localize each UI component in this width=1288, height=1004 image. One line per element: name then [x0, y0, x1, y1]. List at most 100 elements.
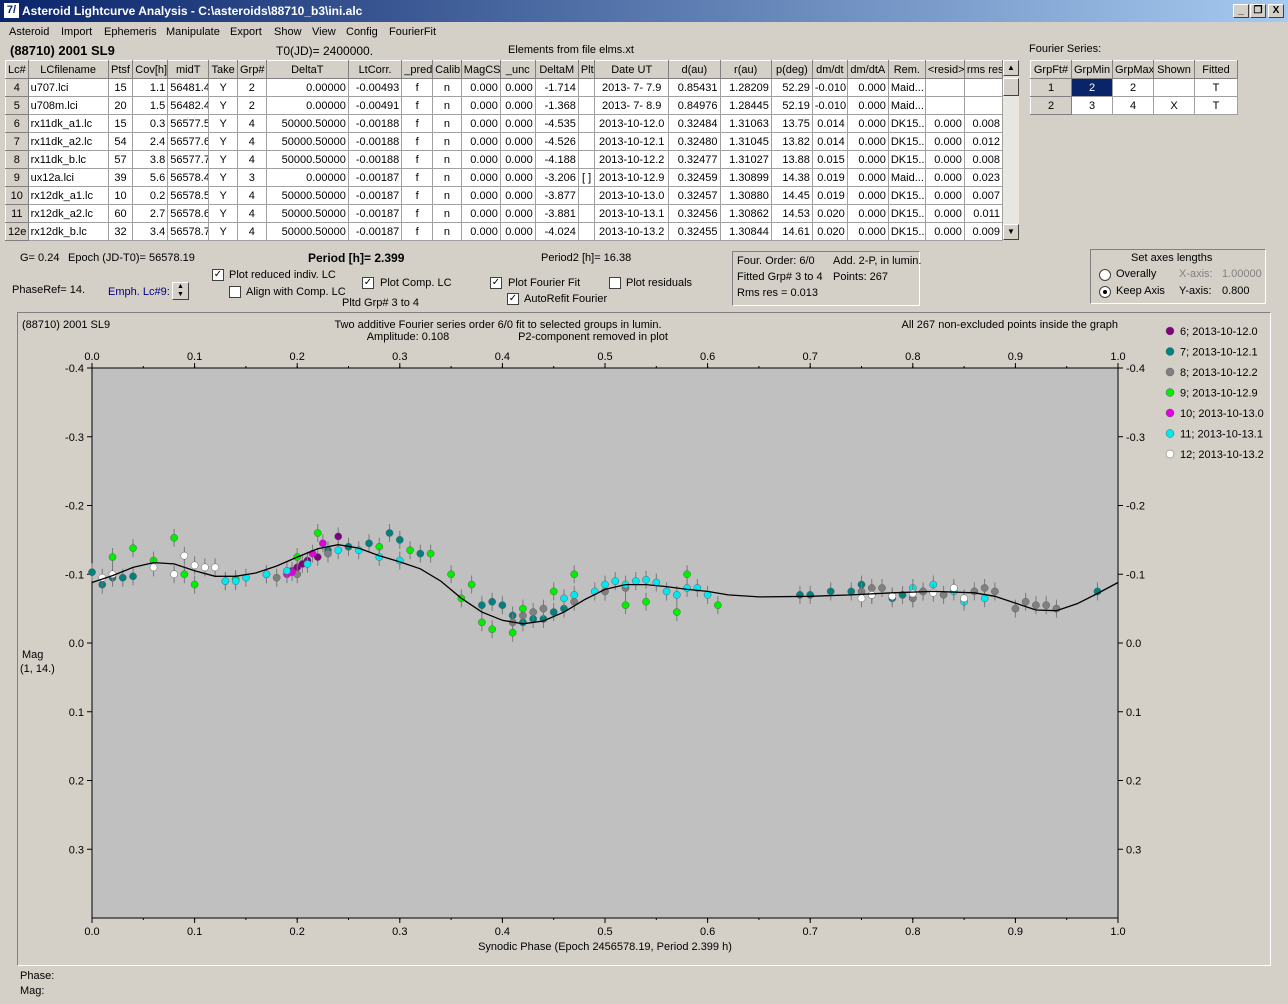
table-cell[interactable]: rx11dk_a2.lc [27, 132, 109, 151]
table-cell[interactable]: 0.008 [963, 150, 1004, 169]
table-cell[interactable]: 56578.5 [167, 186, 210, 205]
table-cell[interactable]: 1.30862 [719, 204, 772, 223]
table-cell[interactable]: -1.368 [534, 96, 579, 115]
table-cell[interactable]: 0.019 [811, 186, 848, 205]
table-cell[interactable]: 2 [237, 78, 267, 97]
table-cell[interactable]: 0.000 [460, 96, 501, 115]
table-cell[interactable]: 0.000 [846, 222, 889, 241]
table-cell[interactable]: Y [208, 96, 238, 115]
table-cell[interactable]: 13.75 [770, 114, 813, 133]
table-cell[interactable]: -3.877 [534, 186, 579, 205]
table-cell[interactable]: 14.45 [770, 186, 813, 205]
table-cell[interactable]: 1.5 [132, 96, 169, 115]
table-cell[interactable]: 4 [237, 186, 267, 205]
row-header[interactable]: 6 [5, 114, 29, 133]
table-cell[interactable]: 0.000 [924, 168, 965, 187]
table-cell[interactable]: ux12a.lci [27, 168, 109, 187]
table-cell[interactable]: -0.00491 [347, 96, 403, 115]
table-cell[interactable]: 3 [237, 168, 267, 187]
table-cell[interactable]: n [432, 96, 462, 115]
table-cell[interactable]: 32 [107, 222, 134, 241]
table-cell[interactable]: Y [208, 132, 238, 151]
fourier-col-header[interactable]: GrpMax [1112, 60, 1154, 79]
table-cell[interactable]: 2 [1071, 78, 1113, 97]
table-cell[interactable]: 0.011 [963, 204, 1004, 223]
table-cell[interactable]: 50000.50000 [265, 186, 349, 205]
table-cell[interactable]: 0.32455 [668, 222, 721, 241]
table-cell[interactable]: 0.000 [499, 186, 536, 205]
lc-col-header[interactable]: MagCS [460, 60, 501, 79]
table-cell[interactable]: 13.88 [770, 150, 813, 169]
table-cell[interactable]: -4.188 [534, 150, 579, 169]
table-cell[interactable]: 20 [107, 96, 134, 115]
lc-col-header[interactable]: DeltaM [534, 60, 579, 79]
table-cell[interactable]: n [432, 168, 462, 187]
table-cell[interactable]: n [432, 186, 462, 205]
xaxis-value[interactable]: 1.00000 [1222, 268, 1262, 280]
table-cell[interactable]: 2013-10-12.9 [594, 168, 670, 187]
table-cell[interactable]: n [432, 150, 462, 169]
table-cell[interactable]: 52.29 [770, 78, 813, 97]
lc-col-header[interactable]: _pred. [401, 60, 434, 79]
lc-col-header[interactable]: d(au) [668, 60, 721, 79]
table-cell[interactable]: DK15.. [887, 114, 926, 133]
table-cell[interactable]: 52.19 [770, 96, 813, 115]
table-cell[interactable]: 0.84976 [668, 96, 721, 115]
lc-col-header[interactable]: Cov[h] [132, 60, 169, 79]
table-cell[interactable]: 5.6 [132, 168, 169, 187]
table-cell[interactable]: 14.61 [770, 222, 813, 241]
lc-col-header[interactable]: p(deg) [770, 60, 813, 79]
table-cell[interactable]: 2013- 7- 7.9 [594, 78, 670, 97]
menu-export[interactable]: Export [230, 26, 262, 38]
table-cell[interactable]: DK15.. [887, 222, 926, 241]
keep-axis-radio[interactable] [1099, 286, 1111, 298]
table-cell[interactable]: 15 [107, 114, 134, 133]
table-cell[interactable]: -0.00187 [347, 186, 403, 205]
lc-col-header[interactable]: Ptsf [107, 60, 134, 79]
table-cell[interactable]: 1.30844 [719, 222, 772, 241]
plot-comp-checkbox[interactable]: ✓ [362, 277, 374, 289]
table-cell[interactable]: 0.000 [846, 150, 889, 169]
overall-radio[interactable] [1099, 269, 1111, 281]
table-cell[interactable]: 3.8 [132, 150, 169, 169]
lc-col-header[interactable]: rms res [963, 60, 1004, 79]
table-cell[interactable]: 56577.7 [167, 150, 210, 169]
table-cell[interactable]: 0.000 [460, 114, 501, 133]
lc-col-header[interactable]: <resid> [924, 60, 965, 79]
row-header[interactable]: 8 [5, 150, 29, 169]
table-cell[interactable] [963, 96, 1004, 115]
scroll-thumb[interactable] [1003, 78, 1019, 96]
table-cell[interactable]: 0.000 [846, 78, 889, 97]
table-cell[interactable]: 0.000 [499, 168, 536, 187]
table-cell[interactable]: 0.000 [499, 114, 536, 133]
table-cell[interactable]: 13.82 [770, 132, 813, 151]
table-cell[interactable]: 2013-10-12.2 [594, 150, 670, 169]
table-cell[interactable]: -0.010 [811, 78, 848, 97]
table-cell[interactable]: n [432, 222, 462, 241]
table-cell[interactable]: 0.3 [132, 114, 169, 133]
table-cell[interactable]: 2013-10-12.0 [594, 114, 670, 133]
table-cell[interactable] [577, 114, 596, 133]
table-cell[interactable] [577, 78, 596, 97]
table-row[interactable]: 10 rx12dk_a1.lc 10 0.2 56578.5 Y 4 50000.50000-… [5, 186, 1004, 205]
menu-asteroid[interactable]: Asteroid [9, 26, 50, 38]
row-header[interactable]: 4 [5, 78, 29, 97]
row-header[interactable]: 7 [5, 132, 29, 151]
table-cell[interactable]: 0.000 [499, 78, 536, 97]
menu-import[interactable]: Import [61, 26, 93, 38]
lc-col-header[interactable]: LtCorr. [347, 60, 403, 79]
lc-col-header[interactable]: Plt [577, 60, 596, 79]
table-cell[interactable] [577, 132, 596, 151]
table-cell[interactable]: DK15.. [887, 186, 926, 205]
table-cell[interactable]: rx12dk_a1.lc [27, 186, 109, 205]
table-cell[interactable]: 0.000 [499, 222, 536, 241]
emph-spinner[interactable]: ▲ ▼ [172, 282, 189, 300]
fourier-col-header[interactable]: Fitted [1194, 60, 1238, 79]
restore-button[interactable]: ❐ [1250, 4, 1266, 18]
lc-col-header[interactable]: LCfilename [27, 60, 109, 79]
table-cell[interactable]: -3.881 [534, 204, 579, 223]
table-row[interactable]: 8 rx11dk_b.lc 57 3.8 56577.7 Y 4 50000.50000 -0.… [5, 150, 1004, 169]
table-cell[interactable]: 2 [237, 96, 267, 115]
table-cell[interactable]: 56578.7 [167, 222, 210, 241]
